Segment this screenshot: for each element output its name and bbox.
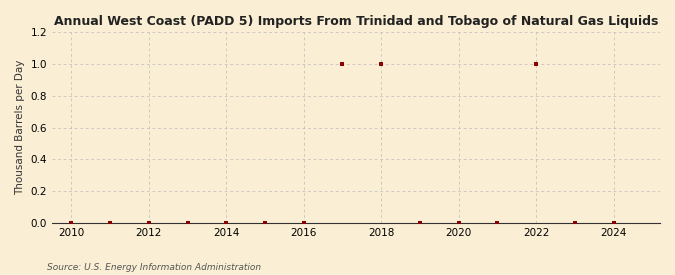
Y-axis label: Thousand Barrels per Day: Thousand Barrels per Day	[15, 60, 25, 195]
Title: Annual West Coast (PADD 5) Imports From Trinidad and Tobago of Natural Gas Liqui: Annual West Coast (PADD 5) Imports From …	[54, 15, 658, 28]
Text: Source: U.S. Energy Information Administration: Source: U.S. Energy Information Administ…	[47, 263, 261, 272]
